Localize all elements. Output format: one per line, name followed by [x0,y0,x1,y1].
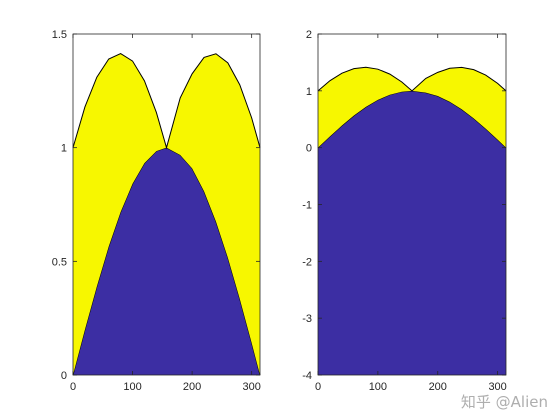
left-x-tick-label: 200 [183,381,201,393]
left-area-edge-2 [72,52,261,150]
right-x-tick-label: 200 [429,381,447,393]
right-y-tick-label: 1 [306,86,312,98]
left-y-tick-label: 1.5 [52,29,67,41]
right-y-tick-label: -2 [302,256,312,268]
left-y-tick-label: 0.5 [52,256,67,268]
left-axes-frame [72,33,261,376]
left-x-tick-label: 100 [123,381,141,393]
watermark: 知乎 @Alien [460,393,548,411]
right-area-plot: 0 100 200 300 -4 -3 -2 -1 0 1 2 [302,29,507,393]
left-area-series-1 [73,147,260,375]
right-y-tick-label: 2 [306,29,312,41]
right-area-series-1 [318,90,506,375]
left-area-plot: 0 100 200 300 0 0.5 1 1.5 [52,29,261,393]
left-y-tick-label: 0 [61,370,67,382]
right-y-tick-label: -4 [302,370,312,382]
right-area-series-2 [318,67,506,148]
right-x-tick-label: 0 [315,381,321,393]
right-x-tick-label: 100 [369,381,387,393]
right-y-tick-label: 0 [306,143,312,155]
right-x-tick-label: 300 [488,381,506,393]
left-area-series-2 [73,53,260,376]
right-y-tick-label: -1 [302,200,312,212]
left-x-tick-label: 300 [242,381,260,393]
right-area-edge-2 [317,66,507,92]
left-y-tick-label: 1 [61,143,67,155]
right-y-tick-label: -3 [302,313,312,325]
left-x-tick-label: 0 [70,381,76,393]
